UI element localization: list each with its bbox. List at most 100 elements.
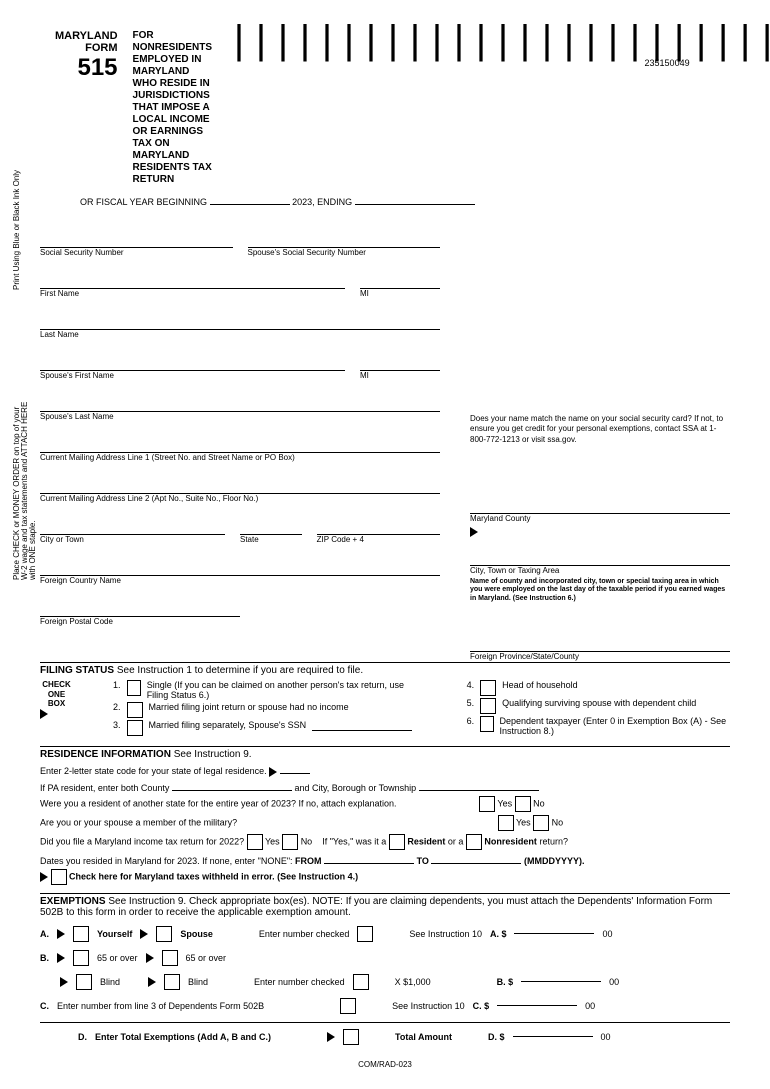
res-line3: Were you a resident of another state for… xyxy=(40,798,397,808)
res5-no-checkbox[interactable] xyxy=(282,834,298,850)
res5-resident-checkbox[interactable] xyxy=(389,834,405,850)
to-date-input[interactable] xyxy=(431,853,521,864)
self-blind-checkbox[interactable] xyxy=(76,974,92,990)
self-65-checkbox[interactable] xyxy=(73,950,89,966)
res3-yes-checkbox[interactable] xyxy=(479,796,495,812)
filing-1-checkbox[interactable] xyxy=(127,680,141,696)
spouse-65-checkbox[interactable] xyxy=(162,950,178,966)
arrow-icon xyxy=(57,929,65,939)
last-name-field[interactable]: Last Name xyxy=(40,301,440,330)
dependents-num-input[interactable] xyxy=(340,998,356,1014)
md-county-field[interactable]: Maryland County xyxy=(470,485,730,514)
form-word: FORM xyxy=(55,42,118,54)
filing-opt2: Married filing joint return or spouse ha… xyxy=(149,702,349,712)
residence-instr: See Instruction 9. xyxy=(174,749,252,760)
vertical-ink-note: Print Using Blue or Black Ink Only xyxy=(12,170,21,290)
filing-6-checkbox[interactable] xyxy=(480,716,493,732)
filing-2-checkbox[interactable] xyxy=(127,702,143,718)
fiscal-prefix: OR FISCAL YEAR BEGINNING xyxy=(80,197,207,207)
res3-no-checkbox[interactable] xyxy=(515,796,531,812)
arrow-icon xyxy=(148,977,156,987)
num-checked-b-input[interactable] xyxy=(353,974,369,990)
form-number: 515 xyxy=(55,54,118,82)
arrow-icon xyxy=(269,767,277,777)
res5-nonresident-checkbox[interactable] xyxy=(466,834,482,850)
amount-d-input[interactable] xyxy=(513,1036,593,1037)
from-date-input[interactable] xyxy=(324,853,414,864)
addr2-field[interactable]: Current Mailing Address Line 2 (Apt No.,… xyxy=(40,465,440,494)
yourself-checkbox[interactable] xyxy=(73,926,89,942)
filing-3-checkbox[interactable] xyxy=(127,720,143,736)
foreign-postal-field[interactable]: Foreign Postal Code xyxy=(40,588,240,617)
form-description: FOR NONRESIDENTS EMPLOYED IN MARYLAND WH… xyxy=(133,30,212,186)
arrow-icon xyxy=(40,709,48,719)
exemptions-instr: See Instruction 9. Check appropriate box… xyxy=(40,896,712,918)
residence-header: RESIDENCE INFORMATION xyxy=(40,749,171,760)
filing-opt3: Married filing separately, Spouse's SSN xyxy=(149,720,307,730)
amount-b-input[interactable] xyxy=(521,981,601,982)
state-label: MARYLAND xyxy=(55,30,118,42)
arrow-icon xyxy=(60,977,68,987)
res-line7: Check here for Maryland taxes withheld i… xyxy=(69,871,358,881)
spouse-checkbox[interactable] xyxy=(156,926,172,942)
res-line4: Are you or your spouse a member of the m… xyxy=(40,817,237,827)
num-checked-a-input[interactable] xyxy=(357,926,373,942)
filing-opt6: Dependent taxpayer (Enter 0 in Exemption… xyxy=(500,716,731,736)
county-note: Name of county and incorporated city, to… xyxy=(470,578,730,603)
pa-city-input[interactable] xyxy=(419,780,539,791)
res4-no-checkbox[interactable] xyxy=(533,815,549,831)
state-code-input[interactable] xyxy=(280,763,310,774)
arrow-icon xyxy=(40,872,48,882)
fiscal-end-input[interactable] xyxy=(355,194,475,205)
spouse-blind-checkbox[interactable] xyxy=(164,974,180,990)
spouse-ssn-field[interactable]: Spouse's Social Security Number xyxy=(248,219,441,248)
mi-field[interactable]: MI xyxy=(360,260,440,289)
exempt-d-text: Enter Total Exemptions (Add A, B and C.) xyxy=(95,1032,271,1042)
pa-county-input[interactable] xyxy=(172,780,292,791)
footer-code: COM/RAD-023 xyxy=(40,1060,730,1069)
filing-instr: See Instruction 1 to determine if you ar… xyxy=(117,665,363,676)
arrow-icon xyxy=(470,527,478,537)
city-field[interactable]: City or Town xyxy=(40,506,225,535)
barcode: |||||||||||||||||||||||||||||||||||||||| xyxy=(227,30,770,58)
fiscal-begin-input[interactable] xyxy=(210,194,290,205)
state-field[interactable]: State xyxy=(240,506,302,535)
form-header: MARYLAND FORM 515 FOR NONRESIDENTS EMPLO… xyxy=(40,30,730,186)
arrow-icon xyxy=(140,929,148,939)
filing-4-checkbox[interactable] xyxy=(480,680,496,696)
filing-opt4: Head of household xyxy=(502,680,578,690)
foreign-prov-field[interactable]: Foreign Province/State/County xyxy=(470,623,730,652)
amount-a-input[interactable] xyxy=(514,933,594,934)
res-line1: Enter 2-letter state code for your state… xyxy=(40,766,267,776)
foreign-country-field[interactable]: Foreign Country Name xyxy=(40,547,440,576)
res-line6a: Dates you resided in Maryland for 2023. … xyxy=(40,856,293,866)
res-line2a: If PA resident, enter both County xyxy=(40,783,169,793)
spouse-mi-field[interactable]: MI xyxy=(360,342,440,371)
filing-opt1: Single (If you can be claimed on another… xyxy=(147,680,427,700)
arrow-icon xyxy=(57,953,65,963)
filing-header: FILING STATUS xyxy=(40,665,114,676)
res5-yes-checkbox[interactable] xyxy=(247,834,263,850)
zip-field[interactable]: ZIP Code + 4 xyxy=(317,506,440,535)
check-one-label: CHECKONEBOX xyxy=(40,680,73,709)
ssn-field[interactable]: Social Security Number xyxy=(40,219,233,248)
exemptions-header: EXEMPTIONS xyxy=(40,896,106,907)
addr1-field[interactable]: Current Mailing Address Line 1 (Street N… xyxy=(40,424,440,453)
spouse-first-field[interactable]: Spouse's First Name xyxy=(40,342,345,371)
vertical-attach-note-3: with ONE staple. xyxy=(28,520,37,580)
res-line5a: Did you file a Maryland income tax retur… xyxy=(40,836,244,846)
arrow-icon xyxy=(327,1032,335,1042)
filing-3-ssn-input[interactable] xyxy=(312,720,412,731)
filing-5-checkbox[interactable] xyxy=(480,698,496,714)
exempt-c-text: Enter number from line 3 of Dependents F… xyxy=(57,1001,264,1011)
res-line2b: and City, Borough or Township xyxy=(294,783,416,793)
city-town-field[interactable]: City, Town or Taxing Area xyxy=(470,537,730,566)
amount-c-input[interactable] xyxy=(497,1005,577,1006)
total-exempt-input[interactable] xyxy=(343,1029,359,1045)
fiscal-mid: 2023, ENDING xyxy=(292,197,352,207)
first-name-field[interactable]: First Name xyxy=(40,260,345,289)
withheld-error-checkbox[interactable] xyxy=(51,869,67,885)
spouse-last-field[interactable]: Spouse's Last Name xyxy=(40,383,440,412)
name-match-note: Does your name match the name on your so… xyxy=(470,414,730,445)
res4-yes-checkbox[interactable] xyxy=(498,815,514,831)
